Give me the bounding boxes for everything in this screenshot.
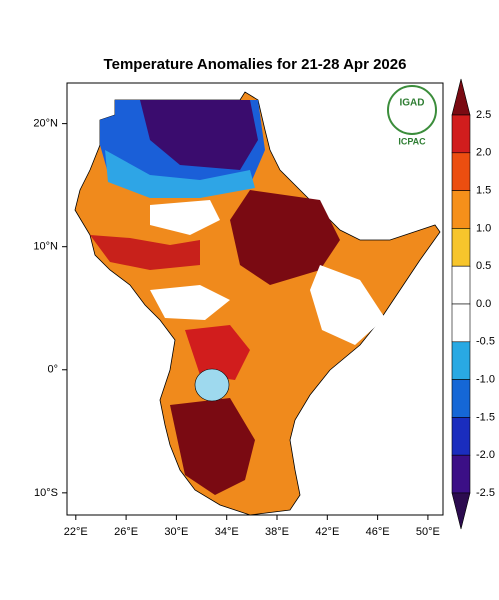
colorbar-segment: [451, 417, 471, 456]
anomaly-field: [74, 91, 441, 516]
x-tick-label: 38°E: [265, 526, 289, 538]
colorbar-label: -2.5: [476, 487, 495, 499]
colorbar-label: 2.5: [476, 109, 491, 121]
region-red-uganda: [185, 325, 250, 380]
colorbar-segment: [451, 379, 471, 418]
region-purple: [140, 100, 258, 170]
x-tick-label: 22°E: [64, 526, 88, 538]
colorbar-label: 1.5: [476, 185, 491, 197]
colorbar-segment: [451, 341, 471, 380]
y-tick-label: 10°S: [34, 487, 58, 499]
colorbar-label: -1.0: [476, 374, 495, 386]
colorbar-label: 0.5: [476, 260, 491, 272]
colorbar-segment: [451, 114, 471, 154]
region-dark-tanzania: [170, 398, 255, 495]
colorbar-over: [451, 78, 471, 116]
region-dark-ethiopia: [230, 190, 340, 285]
colorbar-segment: [451, 454, 471, 494]
colorbar-segment: [451, 228, 471, 267]
logo: IGAD ICPAC: [387, 85, 437, 146]
lake-victoria: [194, 368, 230, 402]
y-tick-label: 0°: [47, 364, 58, 376]
region-white-somalia: [310, 265, 385, 345]
colorbar-label: -0.5: [476, 336, 495, 348]
x-tick-label: 46°E: [366, 526, 390, 538]
region-red-west: [90, 235, 200, 270]
y-tick-label: 20°N: [33, 118, 58, 130]
colorbar-segment: [451, 152, 471, 191]
region-white-central: [150, 285, 230, 320]
colorbar-label: -1.5: [476, 411, 495, 423]
map-title: Temperature Anomalies for 21-28 Apr 2026: [104, 56, 407, 73]
x-tick-label: 30°E: [164, 526, 188, 538]
colorbar-segment: [451, 265, 471, 305]
colorbar-label: 0.0: [476, 298, 491, 310]
logo-top: IGAD: [400, 98, 425, 109]
colorbar-under: [451, 492, 471, 530]
logo-ring: [387, 85, 437, 135]
colorbar-segment: [451, 303, 471, 343]
x-tick-label: 42°E: [315, 526, 339, 538]
x-tick-label: 50°E: [416, 526, 440, 538]
x-tick-label: 26°E: [114, 526, 138, 538]
colorbar-label: 2.0: [476, 147, 491, 159]
colorbar-label: -2.0: [476, 449, 495, 461]
y-tick-label: 10°N: [33, 241, 58, 253]
x-tick-label: 34°E: [215, 526, 239, 538]
region-light-blue: [105, 150, 255, 198]
colorbar-label: 1.0: [476, 222, 491, 234]
logo-bottom: ICPAC: [398, 136, 426, 146]
region-white-north: [150, 200, 220, 235]
colorbar-segment: [451, 190, 471, 229]
